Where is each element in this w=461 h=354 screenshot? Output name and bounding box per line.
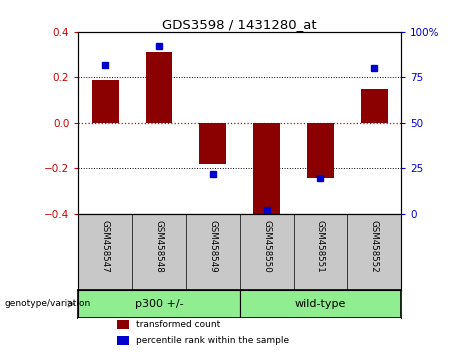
Bar	[307, 123, 334, 177]
Text: genotype/variation: genotype/variation	[5, 299, 91, 308]
Bar	[240, 290, 401, 318]
Text: GSM458550: GSM458550	[262, 220, 271, 273]
Bar	[117, 336, 130, 345]
Title: GDS3598 / 1431280_at: GDS3598 / 1431280_at	[162, 18, 317, 31]
Bar	[253, 123, 280, 214]
Text: GSM458548: GSM458548	[154, 220, 164, 273]
Text: GSM458549: GSM458549	[208, 220, 217, 273]
Bar	[361, 89, 388, 123]
Text: GSM458551: GSM458551	[316, 220, 325, 273]
Text: wild-type: wild-type	[295, 299, 346, 309]
Text: GSM458552: GSM458552	[370, 220, 378, 273]
Text: transformed count: transformed count	[136, 320, 221, 329]
Text: GSM458547: GSM458547	[101, 220, 110, 273]
Bar	[199, 123, 226, 164]
Bar	[117, 320, 130, 329]
Text: p300 +/-: p300 +/-	[135, 299, 183, 309]
Text: percentile rank within the sample: percentile rank within the sample	[136, 336, 290, 345]
Bar	[92, 80, 118, 123]
Bar	[78, 290, 240, 318]
Bar	[146, 52, 172, 123]
